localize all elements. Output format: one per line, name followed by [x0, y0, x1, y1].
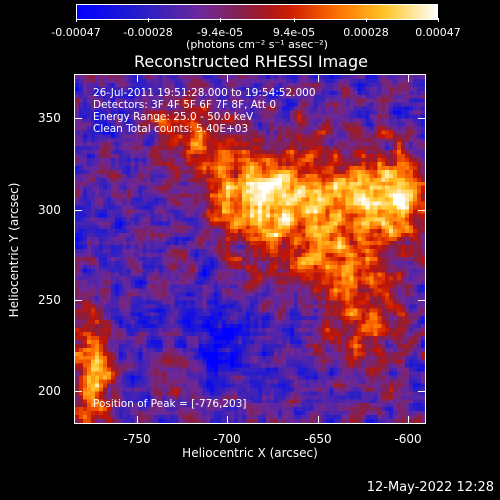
colorbar-tick: [76, 18, 77, 22]
axis-tick: [408, 74, 409, 82]
image-title: Reconstructed RHESSI Image: [134, 52, 368, 71]
colorbar-label: 0.00047: [415, 26, 461, 39]
colorbar-label: -0.00028: [123, 26, 173, 39]
colorbar-label: 9.4e-05: [272, 26, 316, 39]
x-tick-label: -600: [394, 432, 422, 446]
x-tick-label: -700: [213, 432, 241, 446]
colorbar-label: -0.00047: [51, 26, 101, 39]
info-peak-position: Position of Peak = [-776,203]: [93, 398, 247, 410]
axis-tick: [318, 74, 319, 82]
axis-tick: [418, 391, 426, 392]
y-tick-label: 250: [38, 293, 61, 307]
axis-tick: [74, 210, 82, 211]
colorbar: [76, 4, 438, 20]
info-time-range: 26-Jul-2011 19:51:28.000 to 19:54:52.000: [93, 87, 316, 99]
info-total-counts: Clean Total counts: 5.40E+03: [93, 123, 249, 135]
axis-tick: [318, 416, 319, 424]
colorbar-tick: [366, 18, 367, 22]
axis-tick: [418, 210, 426, 211]
axis-tick: [418, 300, 426, 301]
colorbar-units: (photons cm⁻² s⁻¹ asec⁻²): [186, 38, 328, 51]
axis-tick: [74, 118, 82, 119]
y-tick-label: 200: [38, 384, 61, 398]
colorbar-label: -9.4e-05: [196, 26, 244, 39]
colorbar-tick: [148, 18, 149, 22]
y-tick-label: 300: [38, 203, 61, 217]
x-tick-label: -650: [304, 432, 332, 446]
rhessi-heatmap: [75, 75, 425, 423]
axis-tick: [418, 118, 426, 119]
colorbar-label: 0.00028: [343, 26, 389, 39]
axis-tick: [137, 74, 138, 82]
axis-tick: [74, 391, 82, 392]
axis-tick: [227, 74, 228, 82]
x-tick-label: -750: [123, 432, 151, 446]
colorbar-tick: [294, 18, 295, 22]
axis-tick: [227, 416, 228, 424]
y-tick-label: 350: [38, 111, 61, 125]
colorbar-tick: [220, 18, 221, 22]
info-detectors: Detectors: 3F 4F 5F 6F 7F 8F, Att 0: [93, 99, 277, 111]
axis-tick: [408, 416, 409, 424]
plot-timestamp: 12-May-2022 12:28: [366, 480, 494, 495]
info-energy-range: Energy Range: 25.0 - 50.0 keV: [93, 111, 254, 123]
axis-tick: [74, 300, 82, 301]
axis-tick: [137, 416, 138, 424]
x-axis-label: Heliocentric X (arcsec): [182, 446, 318, 460]
rhessi-image-plot: [74, 74, 426, 424]
y-axis-label: Heliocentric Y (arcsec): [7, 182, 21, 318]
colorbar-tick: [438, 18, 439, 22]
